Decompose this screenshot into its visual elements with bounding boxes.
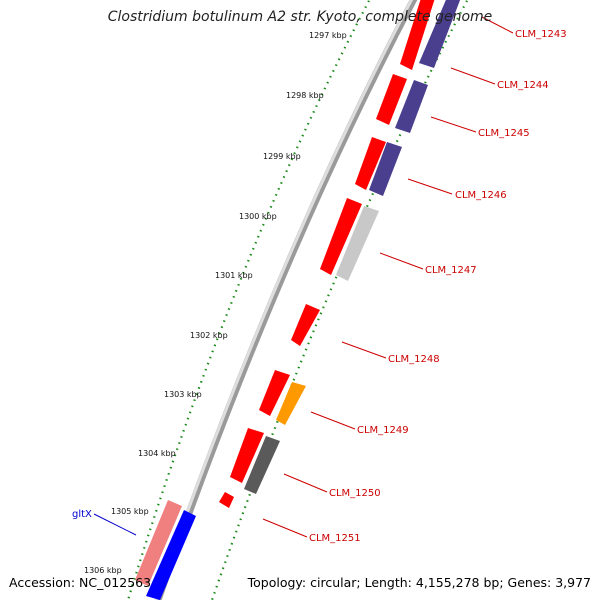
- gene-label-clm1248: CLM_1248: [388, 354, 440, 365]
- gene-clm1250: [244, 436, 280, 494]
- genome-backbone: [154, 0, 414, 600]
- kbp-label: 1297 kbp: [309, 31, 347, 40]
- gene-red-1: [400, 0, 435, 70]
- gene-red-3: [355, 137, 386, 190]
- outer-lane-genes: [146, 0, 461, 600]
- kbp-label: 1304 kbp: [138, 449, 176, 458]
- gene-red-6: [259, 370, 290, 416]
- gene-labels: CLM_1243 CLM_1244 CLM_1245 CLM_1246 CLM_…: [72, 29, 567, 544]
- accession-text: Accession: NC_012563: [9, 575, 152, 590]
- gene-label-clm1247: CLM_1247: [425, 265, 477, 276]
- gene-clm1248: [291, 304, 320, 346]
- kbp-label: 1302 kbp: [190, 331, 228, 340]
- gene-label-clm1246: CLM_1246: [455, 190, 507, 201]
- gene-label-clm1249: CLM_1249: [357, 425, 409, 436]
- genome-backbone-shadow: [154, 0, 418, 600]
- gene-label-gltx: gltX: [72, 509, 92, 520]
- inner-lane-genes: [135, 0, 435, 586]
- gene-label-clm1243: CLM_1243: [515, 29, 567, 40]
- gene-red-7: [230, 428, 264, 483]
- gene-clm1243-outer: [419, 0, 461, 68]
- gene-label-clm1244: CLM_1244: [497, 80, 549, 91]
- gene-red-2: [376, 74, 407, 125]
- kbp-labels: 1297 kbp 1298 kbp 1299 kbp 1300 kbp 1301…: [84, 31, 347, 575]
- gene-red-5: [320, 198, 362, 275]
- kbp-label: 1301 kbp: [215, 271, 253, 280]
- kbp-label: 1303 kbp: [164, 390, 202, 399]
- kbp-label: 1298 kbp: [286, 91, 324, 100]
- gene-clm1249: [276, 382, 306, 425]
- kbp-label: 1306 kbp: [84, 566, 122, 575]
- gene-clm1246: [369, 142, 402, 196]
- gene-gltx: [146, 510, 196, 600]
- gene-label-clm1251: CLM_1251: [309, 533, 361, 544]
- gene-label-clm1250: CLM_1250: [329, 488, 381, 499]
- gene-clm1247: [336, 206, 379, 281]
- inner-tick-track: [126, 0, 371, 600]
- label-leaders: [93, 16, 514, 538]
- outer-tick-track: [210, 0, 469, 600]
- map-title: Clostridium botulinum A2 str. Kyoto, com…: [107, 9, 493, 25]
- kbp-label: 1299 kbp: [263, 152, 301, 161]
- summary-text: Topology: circular; Length: 4,155,278 bp…: [247, 575, 591, 590]
- gene-label-clm1245: CLM_1245: [478, 128, 530, 139]
- gene-clm1244: [395, 80, 428, 133]
- gene-clm1251: [219, 492, 234, 508]
- kbp-label: 1300 kbp: [239, 212, 277, 221]
- gene-pink: [135, 500, 182, 586]
- kbp-label: 1305 kbp: [111, 507, 149, 516]
